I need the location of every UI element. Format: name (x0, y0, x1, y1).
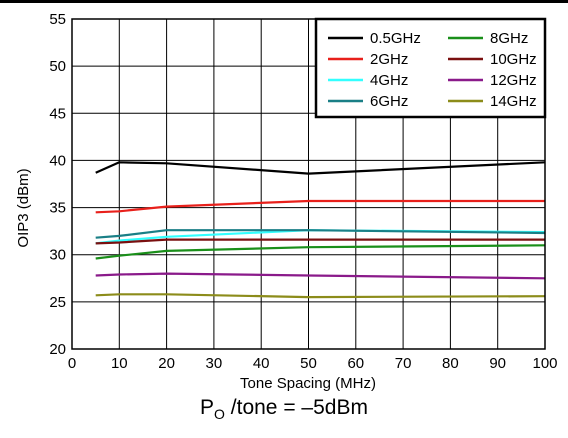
y-tick-labels: 20 25 30 35 40 45 50 55 (49, 11, 66, 358)
chart-caption: PO /tone = –5dBm (0, 396, 568, 422)
series-line-12ghz (95, 272, 546, 280)
legend-label: 2GHz (370, 51, 408, 68)
caption-subscript: O (214, 406, 225, 423)
legend-label: 14GHz (490, 93, 537, 110)
series-line-2ghz (95, 199, 545, 214)
y-tick-label: 55 (49, 11, 66, 28)
legend-label: 10GHz (490, 51, 537, 68)
y-tick-label: 35 (49, 200, 66, 217)
x-tick-labels: 0 10 20 30 40 50 60 70 80 90 100 (68, 355, 558, 372)
x-tick-label: 60 (347, 355, 364, 372)
y-tick-label: 30 (49, 247, 66, 264)
series-line-10ghz (95, 238, 545, 245)
y-tick-label: 40 (49, 152, 66, 169)
series-line-6ghz (95, 229, 546, 239)
x-tick-label: 40 (253, 355, 270, 372)
x-tick-label: 50 (300, 355, 317, 372)
x-tick-label: 0 (68, 355, 76, 372)
x-tick-label: 90 (489, 355, 506, 372)
legend-label: 4GHz (370, 72, 408, 89)
x-tick-label: 10 (111, 355, 128, 372)
series-lines (95, 161, 546, 299)
legend-label: 12GHz (490, 72, 537, 89)
series-line-14ghz (95, 293, 546, 299)
plot-frame (71, 18, 546, 350)
y-tick-label: 25 (49, 294, 66, 311)
x-tick-label: 30 (206, 355, 223, 372)
y-tick-label: 50 (49, 58, 66, 75)
caption-rest: /tone = –5dBm (224, 396, 368, 419)
legend: 0.5GHz 2GHz 4GHz 6GHz 8GHz 10GHz 12GHz 14GHz (314, 17, 547, 119)
legend-label: 0.5GHz (370, 30, 421, 47)
y-tick-label: 20 (49, 341, 66, 358)
x-tick-label: 100 (532, 355, 557, 372)
x-tick-label: 80 (442, 355, 459, 372)
x-tick-label: 20 (158, 355, 175, 372)
x-tick-label: 70 (395, 355, 412, 372)
x-axis-label: Tone Spacing (MHz) (240, 375, 376, 392)
y-axis-label: OIP3 (dBm) (15, 168, 32, 247)
series-line-8ghz (95, 244, 546, 260)
caption-p: P (200, 396, 215, 419)
legend-label: 6GHz (370, 93, 408, 110)
y-tick-label: 45 (49, 105, 66, 122)
top-rule (0, 0, 568, 3)
series-line-0-5ghz (95, 161, 546, 175)
legend-label: 8GHz (490, 30, 528, 47)
